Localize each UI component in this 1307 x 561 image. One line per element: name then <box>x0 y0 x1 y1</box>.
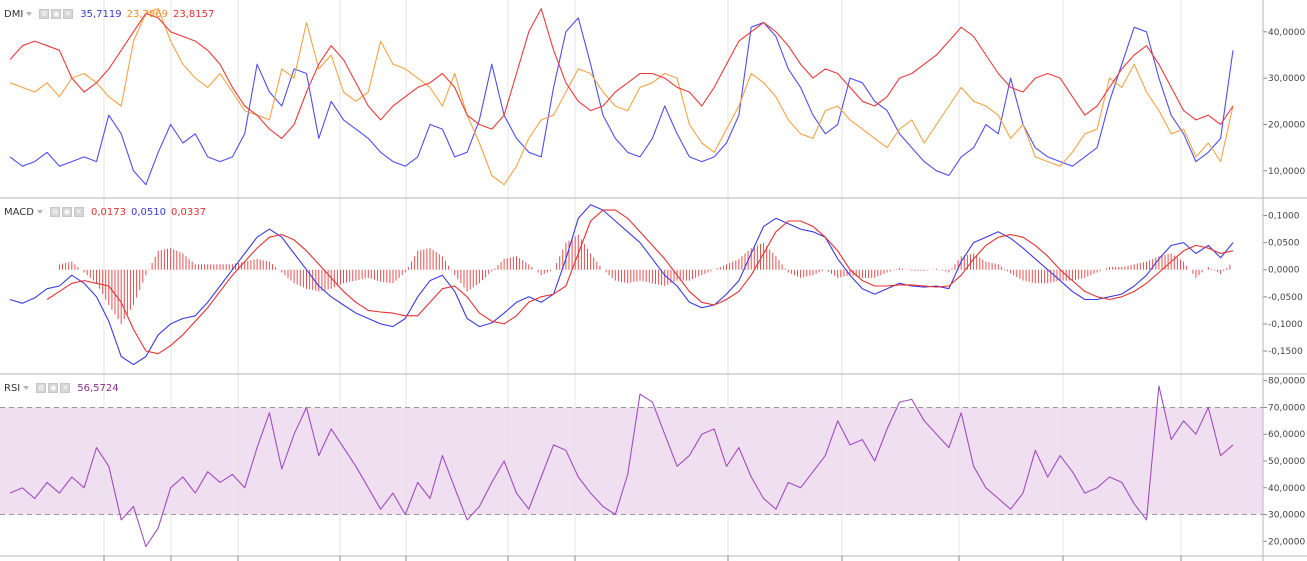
y-tick-label: -0,0500 <box>1268 293 1303 303</box>
y-tick-label: 40,0000 <box>1268 484 1305 494</box>
macd-line <box>9 204 1234 366</box>
dmi-indicator-name[interactable]: DMI <box>4 8 24 20</box>
rsi-value: 56,5724 <box>77 382 119 394</box>
signal-line <box>46 209 1234 355</box>
rsi-overbought-oversold-band <box>0 407 1263 515</box>
signal-line-value: 0,0337 <box>170 206 206 218</box>
macd-line-value: 0,0510 <box>130 206 166 218</box>
y-tick-label: 0,0500 <box>1268 239 1300 249</box>
macd-legend: MACD ⚙ ◉ ✕ 0,0173 0,0510 0,0337 <box>4 205 206 219</box>
adx-value: 23,8157 <box>173 8 215 20</box>
close-icon[interactable]: ✕ <box>63 9 74 19</box>
macd-indicator-name[interactable]: MACD <box>4 206 34 218</box>
y-tick-label: 20,0000 <box>1268 537 1305 547</box>
rsi-indicator-name[interactable]: RSI <box>4 382 21 394</box>
eye-icon[interactable]: ◉ <box>48 383 59 393</box>
y-tick-label: 10,0000 <box>1268 167 1305 177</box>
chevron-down-icon[interactable] <box>36 210 43 214</box>
macd-histogram-value: 0,0173 <box>90 206 126 218</box>
y-tick-label: 70,0000 <box>1268 403 1305 413</box>
y-tick-label: 20,0000 <box>1268 120 1305 130</box>
y-tick-label: -0,1000 <box>1268 320 1303 330</box>
dmi-plus-value: 35,7119 <box>80 8 122 20</box>
adx-line <box>9 8 1234 139</box>
dmi-legend: DMI ⚙ ◉ ✕ 35,7119 23,7869 23,8157 <box>4 7 214 21</box>
y-tick-label: 30,0000 <box>1268 511 1305 521</box>
y-tick-label: -0,1500 <box>1268 347 1303 357</box>
minus-di-line <box>9 8 1234 186</box>
settings-icon[interactable]: ⚙ <box>39 9 50 19</box>
y-tick-label: 30,0000 <box>1268 74 1305 84</box>
eye-icon[interactable]: ◉ <box>51 9 62 19</box>
close-icon[interactable]: ✕ <box>60 383 71 393</box>
y-tick-label: 0,1000 <box>1268 212 1300 222</box>
settings-icon[interactable]: ⚙ <box>49 207 60 217</box>
settings-icon[interactable]: ⚙ <box>36 383 47 393</box>
plus-di-line <box>9 17 1234 186</box>
dmi-minus-value: 23,7869 <box>126 8 168 20</box>
chevron-down-icon[interactable] <box>26 12 33 16</box>
y-tick-label: 60,0000 <box>1268 430 1305 440</box>
rsi-legend: RSI ⚙ ◉ ✕ 56,5724 <box>4 381 119 395</box>
y-tick-label: 40,0000 <box>1268 28 1305 38</box>
y-tick-label: 80,0000 <box>1268 377 1305 387</box>
y-tick-label: 50,0000 <box>1268 457 1305 467</box>
chevron-down-icon[interactable] <box>23 386 30 390</box>
close-icon[interactable]: ✕ <box>73 207 84 217</box>
rsi-line <box>9 385 1234 548</box>
y-tick-label: 0,0000 <box>1268 266 1300 276</box>
eye-icon[interactable]: ◉ <box>61 207 72 217</box>
